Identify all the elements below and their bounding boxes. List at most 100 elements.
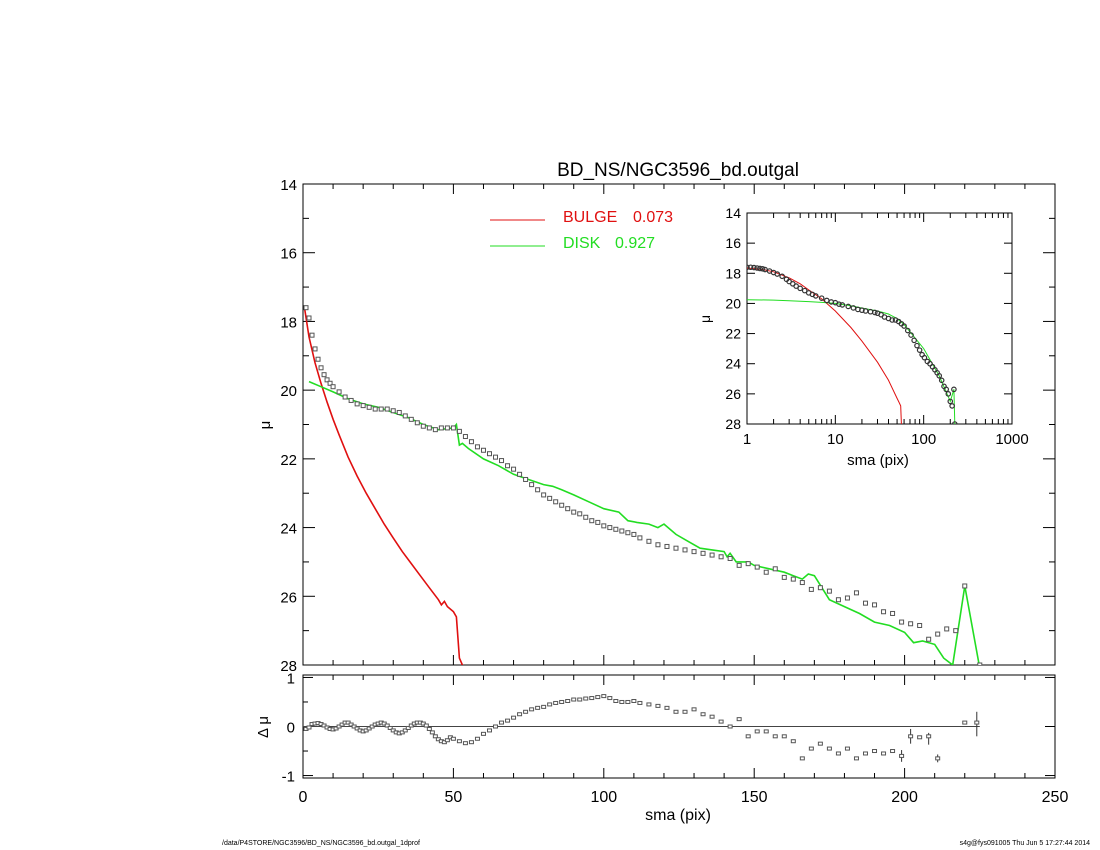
inset-data-point	[943, 386, 950, 393]
data-point	[571, 509, 577, 515]
residual-point	[682, 709, 688, 714]
data-point	[553, 499, 559, 505]
residual-point	[736, 717, 742, 722]
inset-data-point	[949, 403, 955, 409]
data-point	[637, 535, 643, 541]
data-point	[763, 569, 769, 575]
inset-data-point	[797, 285, 803, 292]
x-tick-label: 100	[590, 789, 617, 806]
main-y-tick-label: 24	[280, 521, 297, 538]
data-point	[414, 420, 420, 426]
inset-data-point	[916, 347, 923, 353]
footer-timestamp: s4g@fys091005 Thu Jun 5 17:27:44 2014	[959, 840, 1090, 847]
data-point	[881, 609, 887, 615]
data-point	[529, 482, 535, 488]
residual-y-tick-label: -1	[282, 769, 295, 786]
data-point	[327, 380, 333, 386]
data-point	[799, 580, 805, 586]
data-point	[402, 413, 408, 419]
data-point	[917, 622, 923, 628]
residual-point	[529, 707, 535, 712]
residual-point	[763, 729, 769, 734]
residual-point	[426, 726, 432, 731]
inset-plot-marks	[747, 264, 958, 424]
residual-point	[402, 728, 408, 733]
inset-data-point	[901, 323, 907, 329]
data-point	[324, 377, 330, 383]
residual-point	[700, 712, 706, 717]
data-point	[790, 576, 796, 582]
data-point	[962, 583, 968, 589]
data-point	[664, 543, 670, 549]
data-point	[853, 590, 859, 596]
residual-point	[926, 734, 932, 739]
residual-point	[486, 728, 492, 733]
data-point	[745, 561, 751, 567]
data-point	[378, 406, 384, 412]
data-point	[523, 476, 529, 482]
residual-point	[872, 749, 878, 754]
data-point	[372, 406, 378, 412]
inset-data-point	[836, 301, 842, 307]
data-point	[607, 525, 613, 531]
inset-data-point	[818, 295, 825, 301]
residual-y-tick-label: 0	[287, 720, 295, 737]
residual-point	[559, 699, 565, 704]
data-point	[354, 401, 360, 407]
residual-point	[664, 705, 670, 710]
data-point	[935, 631, 941, 637]
data-point	[336, 389, 342, 395]
data-point	[835, 597, 841, 603]
footer-file-path: /data/P4STORE/NGC3596/BD_NS/NGC3596_bd.o…	[222, 840, 420, 847]
data-point	[613, 526, 619, 532]
data-point	[426, 425, 432, 431]
residual-point	[637, 700, 643, 705]
residual-point	[429, 730, 435, 735]
residual-point	[655, 703, 661, 708]
residual-point	[754, 729, 760, 734]
data-point	[517, 471, 523, 477]
residual-plot-marks	[303, 694, 980, 763]
main-y-axis-label: μ	[257, 421, 274, 430]
legend-disk-value: 0.927	[615, 235, 655, 252]
inset-data-point	[889, 317, 895, 323]
data-point	[309, 332, 315, 338]
inset-data-point	[914, 342, 920, 349]
data-point	[589, 518, 595, 524]
data-point	[468, 439, 474, 445]
inset-data-point	[947, 398, 954, 405]
inset-y-tick-label: 24	[725, 356, 741, 372]
inset-y-tick-label: 18	[725, 265, 741, 281]
main-y-tick-label: 28	[280, 658, 297, 675]
residual-point	[613, 698, 619, 703]
main-y-tick-label: 22	[280, 452, 297, 469]
inset-data-point	[812, 293, 819, 299]
inset-y-tick-label: 26	[725, 386, 741, 402]
inset-y-tick-label: 22	[725, 326, 741, 342]
data-point	[342, 394, 348, 400]
legend-bulge-value: 0.073	[633, 209, 673, 226]
data-point	[808, 586, 814, 592]
residual-point	[817, 741, 823, 746]
inset-y-tick-label: 28	[725, 416, 741, 432]
data-point	[408, 416, 414, 422]
data-point	[781, 574, 787, 580]
residual-point	[384, 723, 390, 728]
inset-data-point	[911, 337, 917, 344]
inset-series-group	[747, 264, 958, 424]
data-point	[511, 466, 517, 472]
data-point	[583, 514, 589, 520]
residual-point	[583, 696, 589, 701]
residual-point	[601, 694, 607, 699]
x-tick-label: 0	[299, 789, 308, 806]
data-point	[718, 554, 724, 560]
inset-data-point	[936, 372, 943, 379]
data-point	[977, 662, 983, 665]
main-y-tick-label: 18	[280, 314, 297, 331]
residual-point	[962, 720, 968, 725]
data-point	[420, 423, 426, 429]
inset-series-line-disk	[747, 299, 956, 424]
residual-point	[480, 731, 486, 736]
